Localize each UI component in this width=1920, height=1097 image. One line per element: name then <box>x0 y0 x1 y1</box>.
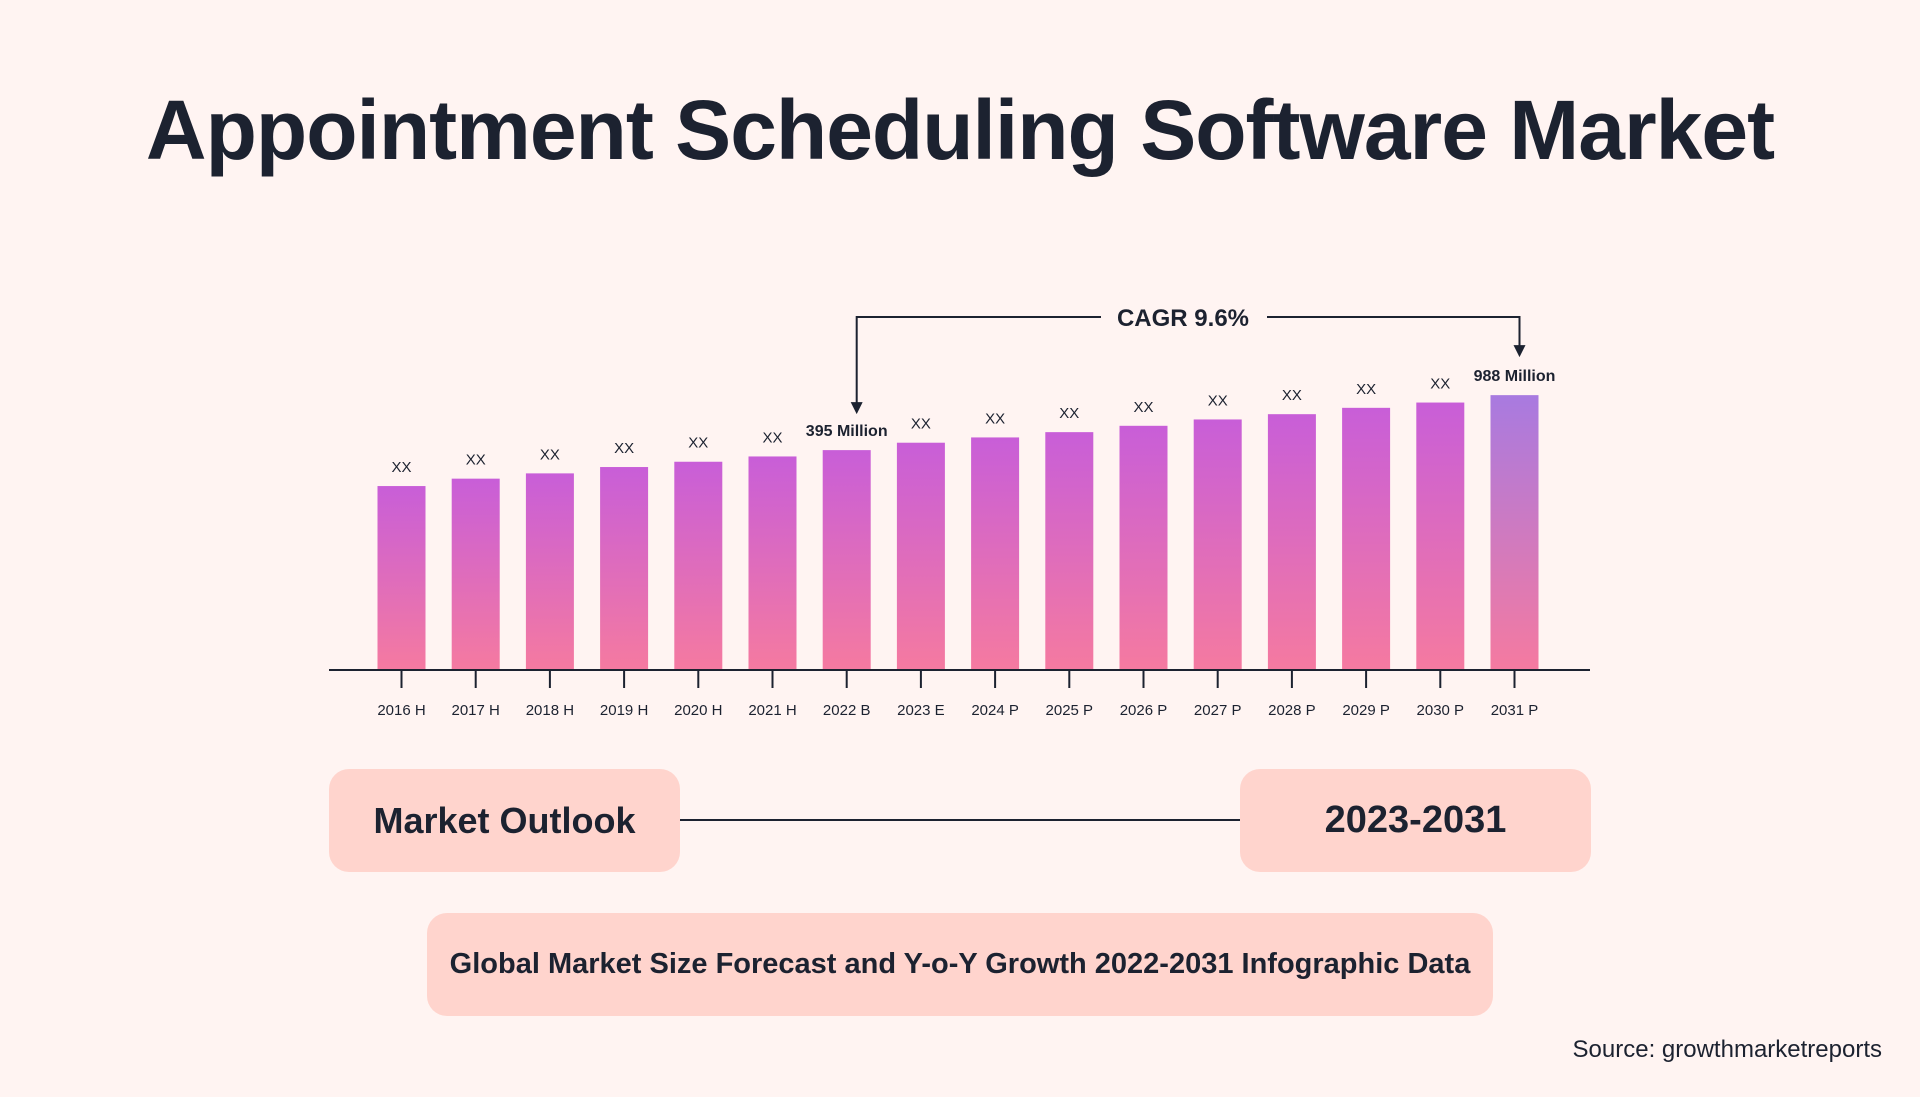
bar-data-label: XX <box>391 459 411 476</box>
bar-data-label: XX <box>466 452 486 469</box>
bar-data-label: XX <box>985 410 1005 427</box>
bar-data-label: XX <box>1282 387 1302 404</box>
outlook-connector-line <box>680 819 1240 821</box>
x-tick-label: 2024 P <box>971 702 1019 719</box>
bar <box>451 478 500 670</box>
x-tick-label: 2016 H <box>377 702 425 719</box>
cagr-bracket-left <box>850 316 1101 415</box>
bar-data-label: XX <box>688 435 708 452</box>
bar <box>1490 395 1539 670</box>
bar <box>822 450 871 670</box>
bar <box>600 467 649 670</box>
bar-data-label: 988 Million <box>1474 368 1556 385</box>
bar-data-label: XX <box>1208 392 1228 409</box>
bar-data-label: 395 Million <box>806 423 888 440</box>
source-credit: Source: growthmarketreports <box>1572 1036 1882 1063</box>
x-tick-label: 2017 H <box>452 702 500 719</box>
bar <box>1193 419 1242 670</box>
bar <box>1045 432 1094 670</box>
x-tick-label: 2023 E <box>897 702 945 719</box>
x-tick-label: 2018 H <box>526 702 574 719</box>
cagr-annotation: CAGR 9.6% <box>1117 305 1249 332</box>
bar-data-label: XX <box>1430 376 1450 393</box>
x-tick-label: 2031 P <box>1491 702 1539 719</box>
x-tick-label: 2030 P <box>1417 702 1465 719</box>
subtitle-banner: Global Market Size Forecast and Y-o-Y Gr… <box>427 913 1493 1016</box>
bar-data-label: XX <box>762 429 782 446</box>
x-tick-label: 2025 P <box>1046 702 1094 719</box>
bar-data-label: XX <box>1356 381 1376 398</box>
bar <box>377 486 426 670</box>
bar <box>1119 425 1168 670</box>
bar <box>674 461 723 670</box>
bar <box>896 442 945 670</box>
bar-data-label: XX <box>911 416 931 433</box>
x-tick-label: 2029 P <box>1342 702 1390 719</box>
x-tick-label: 2028 P <box>1268 702 1316 719</box>
bar <box>1267 414 1316 670</box>
x-tick-label: 2026 P <box>1120 702 1168 719</box>
bar-data-label: XX <box>540 446 560 463</box>
x-tick-label: 2021 H <box>748 702 796 719</box>
bar-chart: XX XX XX XX XX XX 395 Million XX XX XX XX XX XX XX XX 9… <box>329 305 1590 719</box>
x-tick-label: 2020 H <box>674 702 722 719</box>
bar-data-label: XX <box>1133 399 1153 416</box>
bar <box>525 473 574 670</box>
bar <box>971 437 1020 670</box>
x-tick-label: 2027 P <box>1194 702 1242 719</box>
bar <box>1342 407 1391 670</box>
forecast-period-pill: 2023-2031 <box>1240 769 1591 872</box>
x-tick-label: 2019 H <box>600 702 648 719</box>
x-tick-label: 2022 B <box>823 702 871 719</box>
market-outlook-pill: Market Outlook <box>329 769 680 872</box>
cagr-bracket-right <box>1267 316 1526 358</box>
bar <box>1416 402 1465 670</box>
bar <box>748 456 797 670</box>
bar-data-label: XX <box>1059 405 1079 422</box>
page-title: Appointment Scheduling Software Market <box>145 83 1775 177</box>
bar-data-label: XX <box>614 440 634 457</box>
